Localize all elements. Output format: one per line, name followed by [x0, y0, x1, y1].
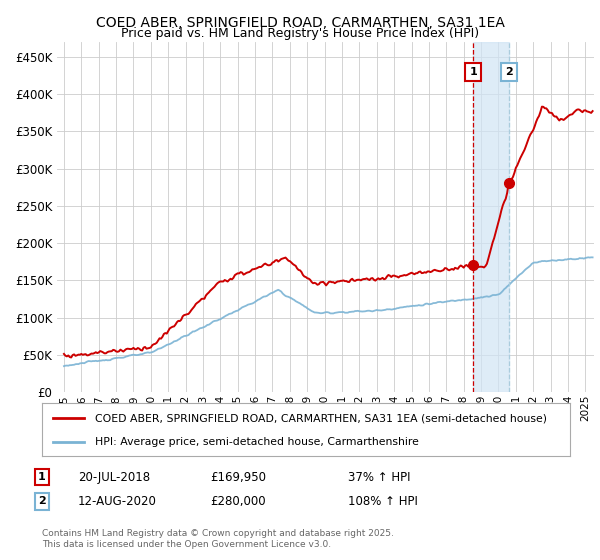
Text: 20-JUL-2018: 20-JUL-2018	[78, 470, 150, 484]
Text: 2: 2	[505, 67, 513, 77]
Text: 1: 1	[469, 67, 477, 77]
Text: 37% ↑ HPI: 37% ↑ HPI	[348, 470, 410, 484]
Text: Contains HM Land Registry data © Crown copyright and database right 2025.
This d: Contains HM Land Registry data © Crown c…	[42, 529, 394, 549]
Text: £280,000: £280,000	[210, 494, 266, 508]
Text: 1: 1	[38, 472, 46, 482]
Text: HPI: Average price, semi-detached house, Carmarthenshire: HPI: Average price, semi-detached house,…	[95, 436, 419, 446]
Text: COED ABER, SPRINGFIELD ROAD, CARMARTHEN, SA31 1EA: COED ABER, SPRINGFIELD ROAD, CARMARTHEN,…	[95, 16, 505, 30]
Text: COED ABER, SPRINGFIELD ROAD, CARMARTHEN, SA31 1EA (semi-detached house): COED ABER, SPRINGFIELD ROAD, CARMARTHEN,…	[95, 413, 547, 423]
Text: 12-AUG-2020: 12-AUG-2020	[78, 494, 157, 508]
Text: £169,950: £169,950	[210, 470, 266, 484]
Text: 108% ↑ HPI: 108% ↑ HPI	[348, 494, 418, 508]
Text: Price paid vs. HM Land Registry's House Price Index (HPI): Price paid vs. HM Land Registry's House …	[121, 27, 479, 40]
Text: 2: 2	[38, 496, 46, 506]
Bar	[473, 42, 509, 392]
